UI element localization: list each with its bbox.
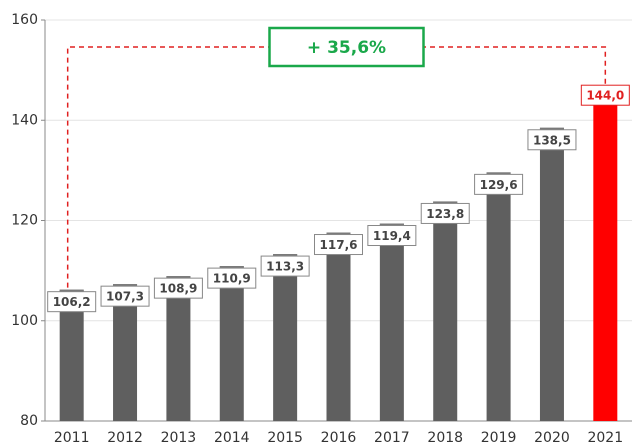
- value-label-box: [367, 225, 417, 247]
- x-tick-label: 2014: [214, 430, 250, 446]
- value-label: 110,9: [213, 272, 251, 286]
- value-label: 107,3: [106, 290, 144, 304]
- bar: [593, 100, 618, 421]
- y-tick-label: 80: [20, 413, 38, 429]
- bar: [166, 276, 191, 421]
- bar: [326, 232, 351, 421]
- bar: [486, 172, 511, 421]
- bar: [219, 266, 244, 421]
- annotation: + 35,6%: [307, 38, 386, 58]
- value-label: 113,3: [266, 260, 304, 274]
- y-tick-label: 100: [11, 313, 38, 329]
- x-tick-label: 2019: [481, 430, 517, 446]
- value-label: 138,5: [533, 133, 571, 147]
- value-label-box: [260, 255, 310, 277]
- bar: [539, 127, 564, 422]
- bar: [273, 254, 298, 421]
- annotation-line: [66, 46, 615, 288]
- y-tick-label: 160: [11, 12, 38, 28]
- value-label-box: [207, 267, 257, 289]
- x-tick-label: 2015: [267, 430, 303, 446]
- x-tick-label: 2017: [374, 430, 410, 446]
- value-label: 144,0: [586, 89, 624, 103]
- x-tick-label: 2011: [54, 430, 90, 446]
- x-tick-label: 2012: [107, 430, 143, 446]
- value-label: 123,8: [426, 207, 464, 221]
- value-label-box: [100, 285, 150, 307]
- value-label-box: [580, 84, 630, 106]
- x-tick-label: 2016: [321, 430, 357, 446]
- value-label-box: [420, 202, 470, 224]
- bar: [433, 201, 458, 421]
- value-label: 119,4: [373, 229, 411, 243]
- y-tick-label: 120: [11, 213, 38, 229]
- x-tick-label: 2013: [161, 430, 197, 446]
- bar: [379, 223, 404, 421]
- annotation-box: [268, 26, 425, 68]
- bar: [113, 284, 138, 421]
- x-tick-label: 2021: [587, 430, 623, 446]
- value-label: 129,6: [480, 178, 518, 192]
- value-label-box: [474, 173, 524, 195]
- value-label-box: [527, 129, 577, 151]
- value-label-box: [47, 291, 97, 313]
- value-label: 117,6: [320, 238, 358, 252]
- value-label-box: [314, 234, 363, 256]
- y-tick-label: 140: [11, 112, 38, 128]
- x-tick-label: 2018: [427, 430, 463, 446]
- x-tick-label: 2020: [534, 430, 570, 446]
- value-label-box: [153, 277, 203, 299]
- value-label: 108,9: [159, 282, 197, 296]
- value-label: 106,2: [53, 295, 91, 309]
